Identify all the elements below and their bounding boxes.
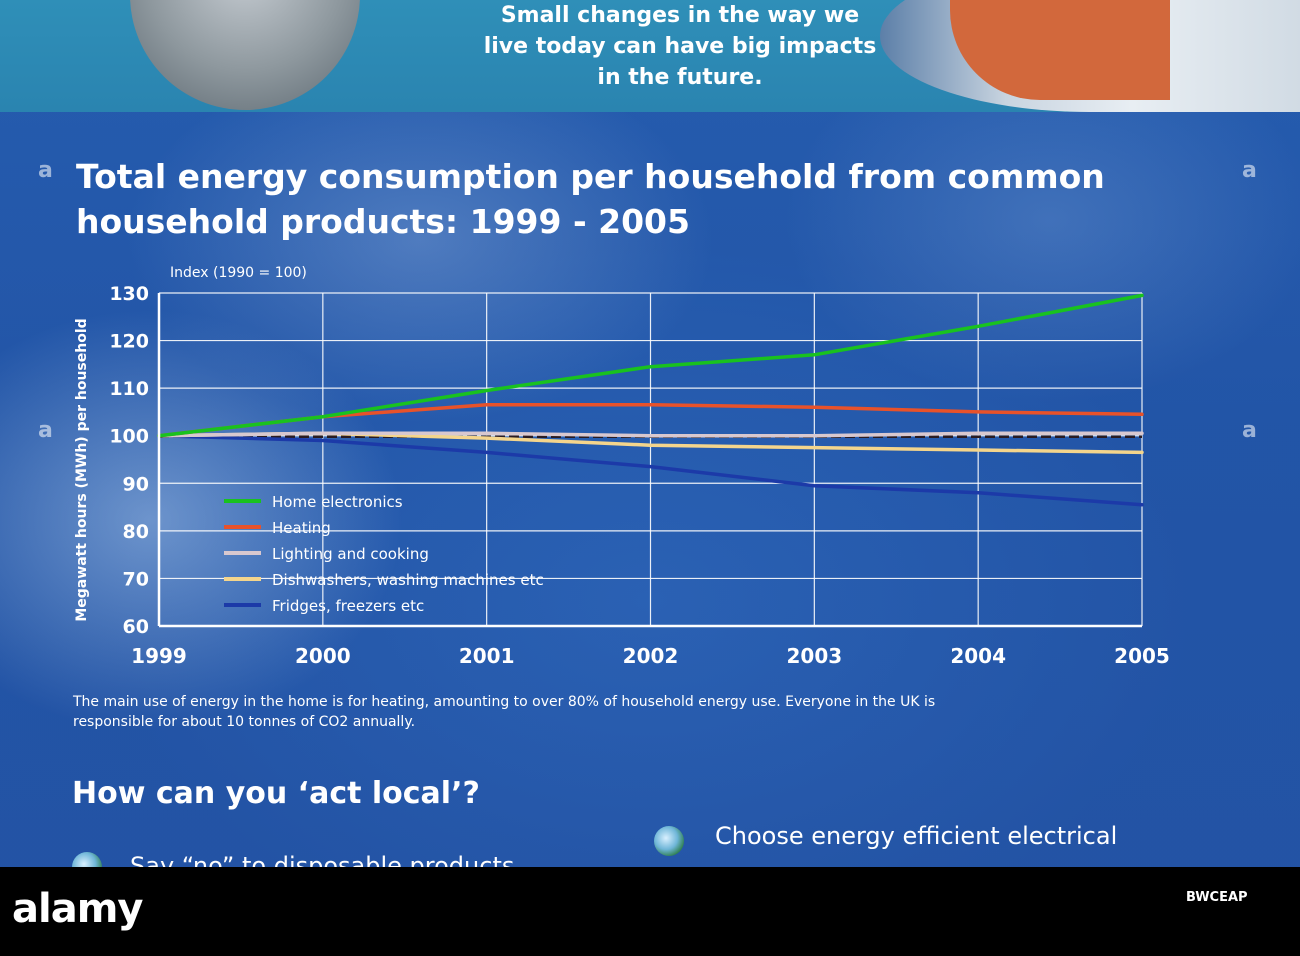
act-local-bullet: Choose energy efficient electrical: [715, 822, 1118, 850]
top-banner: [0, 0, 1300, 112]
x-tick-label: 2001: [459, 644, 515, 668]
chart-series: [157, 293, 1144, 507]
intro-line: Small changes in the way we: [500, 3, 860, 28]
y-tick-label: 120: [109, 331, 149, 353]
legend-label: Heating: [272, 519, 331, 537]
chart-axes: 60 70 80 90 100 110 120 130 1999 2000 2001 2002 2003…: [74, 265, 1170, 668]
legend-label: Home electronics: [272, 493, 403, 511]
watermark-image-id: BWCEAP: [1186, 890, 1248, 905]
x-tick-label: 2004: [950, 644, 1006, 668]
series-line: [157, 433, 1144, 507]
legend-label: Dishwashers, washing machines etc: [272, 571, 544, 589]
act-local-heading: How can you ‘act local’?: [72, 776, 480, 811]
y-tick-label: 90: [123, 473, 149, 495]
y-tick-label: 70: [123, 568, 149, 590]
series-line: [157, 293, 1144, 438]
side-mark: a: [1242, 418, 1257, 443]
series-line: [157, 431, 1144, 438]
chart-legend: Home electronics Heating Lighting and cook…: [224, 493, 544, 615]
x-tick-label: 1999: [131, 644, 187, 668]
x-tick-label: 2000: [295, 644, 351, 668]
y-tick-label: 130: [109, 283, 149, 305]
x-tick-label: 2002: [623, 644, 679, 668]
caption-line: responsible for about 10 tonnes of CO2 a…: [73, 714, 416, 730]
intro-line: live today can have big impacts: [483, 34, 877, 59]
y-tick-label: 60: [123, 616, 149, 638]
x-tick-label: 2005: [1114, 644, 1170, 668]
watermark-logo: alamy: [12, 886, 143, 932]
intro-line: in the future.: [597, 65, 763, 90]
y-axis-label: Megawatt hours (MWh) per household: [74, 318, 90, 621]
legend-label: Lighting and cooking: [272, 545, 429, 563]
y-tick-label: 100: [109, 426, 149, 448]
y-tick-label: 80: [123, 521, 149, 543]
legend-label: Fridges, freezers etc: [272, 597, 424, 615]
side-mark: a: [38, 418, 53, 443]
globe-icon: [654, 826, 684, 856]
chart-subtitle: Index (1990 = 100): [170, 265, 307, 281]
x-tick-label: 2003: [786, 644, 842, 668]
chart-title: Total energy consumption per household f…: [76, 154, 1105, 244]
watermark-footer: [0, 867, 1300, 956]
side-mark: a: [38, 158, 53, 183]
y-tick-label: 110: [109, 378, 149, 400]
chart-caption: The main use of energy in the home is fo…: [73, 692, 1173, 732]
chart-title-line: Total energy consumption per household f…: [76, 157, 1105, 196]
chart-title-line: household products: 1999 - 2005: [76, 202, 690, 241]
intro-text: Small changes in the way we live today c…: [430, 0, 930, 93]
side-mark: a: [1242, 158, 1257, 183]
caption-line: The main use of energy in the home is fo…: [73, 694, 936, 710]
